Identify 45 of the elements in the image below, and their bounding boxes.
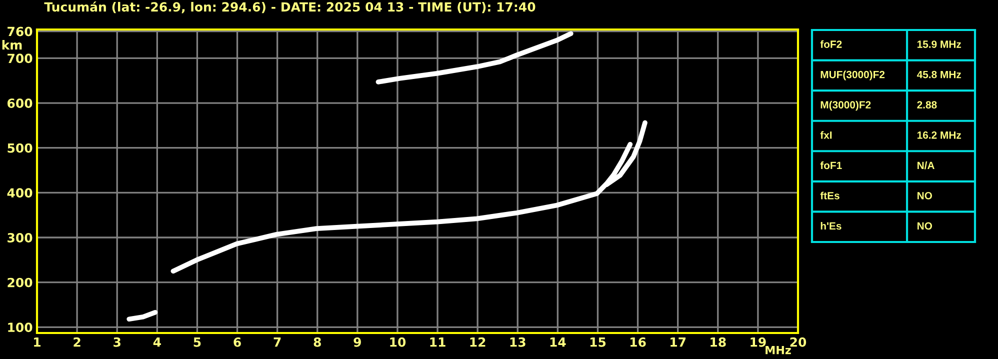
category-label: MUF(3000)F2 <box>820 70 885 80</box>
text: NO <box>918 222 932 230</box>
x-tick-label: 4 <box>153 338 161 347</box>
category-label: foF2 <box>820 40 842 48</box>
text: 2.88 <box>917 101 937 109</box>
x-tick-label: 9 <box>354 337 361 347</box>
x-tick-label: 16 <box>630 337 646 347</box>
x-tick-label: 2 <box>74 337 80 347</box>
x-tick-label: 10 <box>390 337 406 347</box>
y-tick-label: 300 <box>8 232 32 242</box>
x-tick-label: 1 <box>34 338 40 347</box>
text: 16.2 MHz <box>917 131 962 139</box>
x-tick-label: 6 <box>234 337 241 347</box>
x-tick-label: 17 <box>670 338 686 347</box>
chart-title: Tucumán (lat: -26.9, lon: 294.6) - DATE: 2025 04 13 - TIME (UT): 17:40 <box>44 1 536 14</box>
category-label: ftEs <box>820 192 840 200</box>
y-tick-label: 200 <box>8 278 32 288</box>
x-tick-label: 15 <box>590 338 606 347</box>
x-tick-label: 3 <box>114 337 120 347</box>
category-label: h'Es <box>820 222 842 230</box>
y-tick-label: 500 <box>8 143 32 153</box>
x-tick-label: 5 <box>194 338 201 347</box>
text: 15.9 MHz <box>917 40 962 48</box>
x-tick-label: 11 <box>430 338 446 347</box>
x-tick-label: 19 <box>750 337 766 347</box>
x-tick-label: 20 <box>790 337 806 347</box>
y-axis-title: km <box>2 40 22 50</box>
x-tick-label: 7 <box>274 338 281 347</box>
x-tick-label: 18 <box>710 337 726 347</box>
x-tick-label: 12 <box>470 337 486 347</box>
text: 45.8 MHz <box>916 70 962 78</box>
category-label: fxI <box>820 131 832 139</box>
category-label: foF1 <box>820 161 842 170</box>
x-tick-label: 13 <box>510 337 526 347</box>
x-axis-title: MHz <box>766 346 791 354</box>
y-tick-label: 400 <box>7 188 32 198</box>
y-tick-label: 600 <box>8 98 32 108</box>
x-tick-label: 14 <box>550 338 566 347</box>
y-tick-label: 700 <box>8 54 32 64</box>
y-tick-label: 100 <box>8 322 32 332</box>
text: NO <box>918 192 932 200</box>
y-tick-label: 760 <box>8 26 32 36</box>
x-tick-label: 8 <box>314 337 321 347</box>
category-label: M(3000)F2 <box>820 100 871 111</box>
text: N/A <box>918 161 934 170</box>
